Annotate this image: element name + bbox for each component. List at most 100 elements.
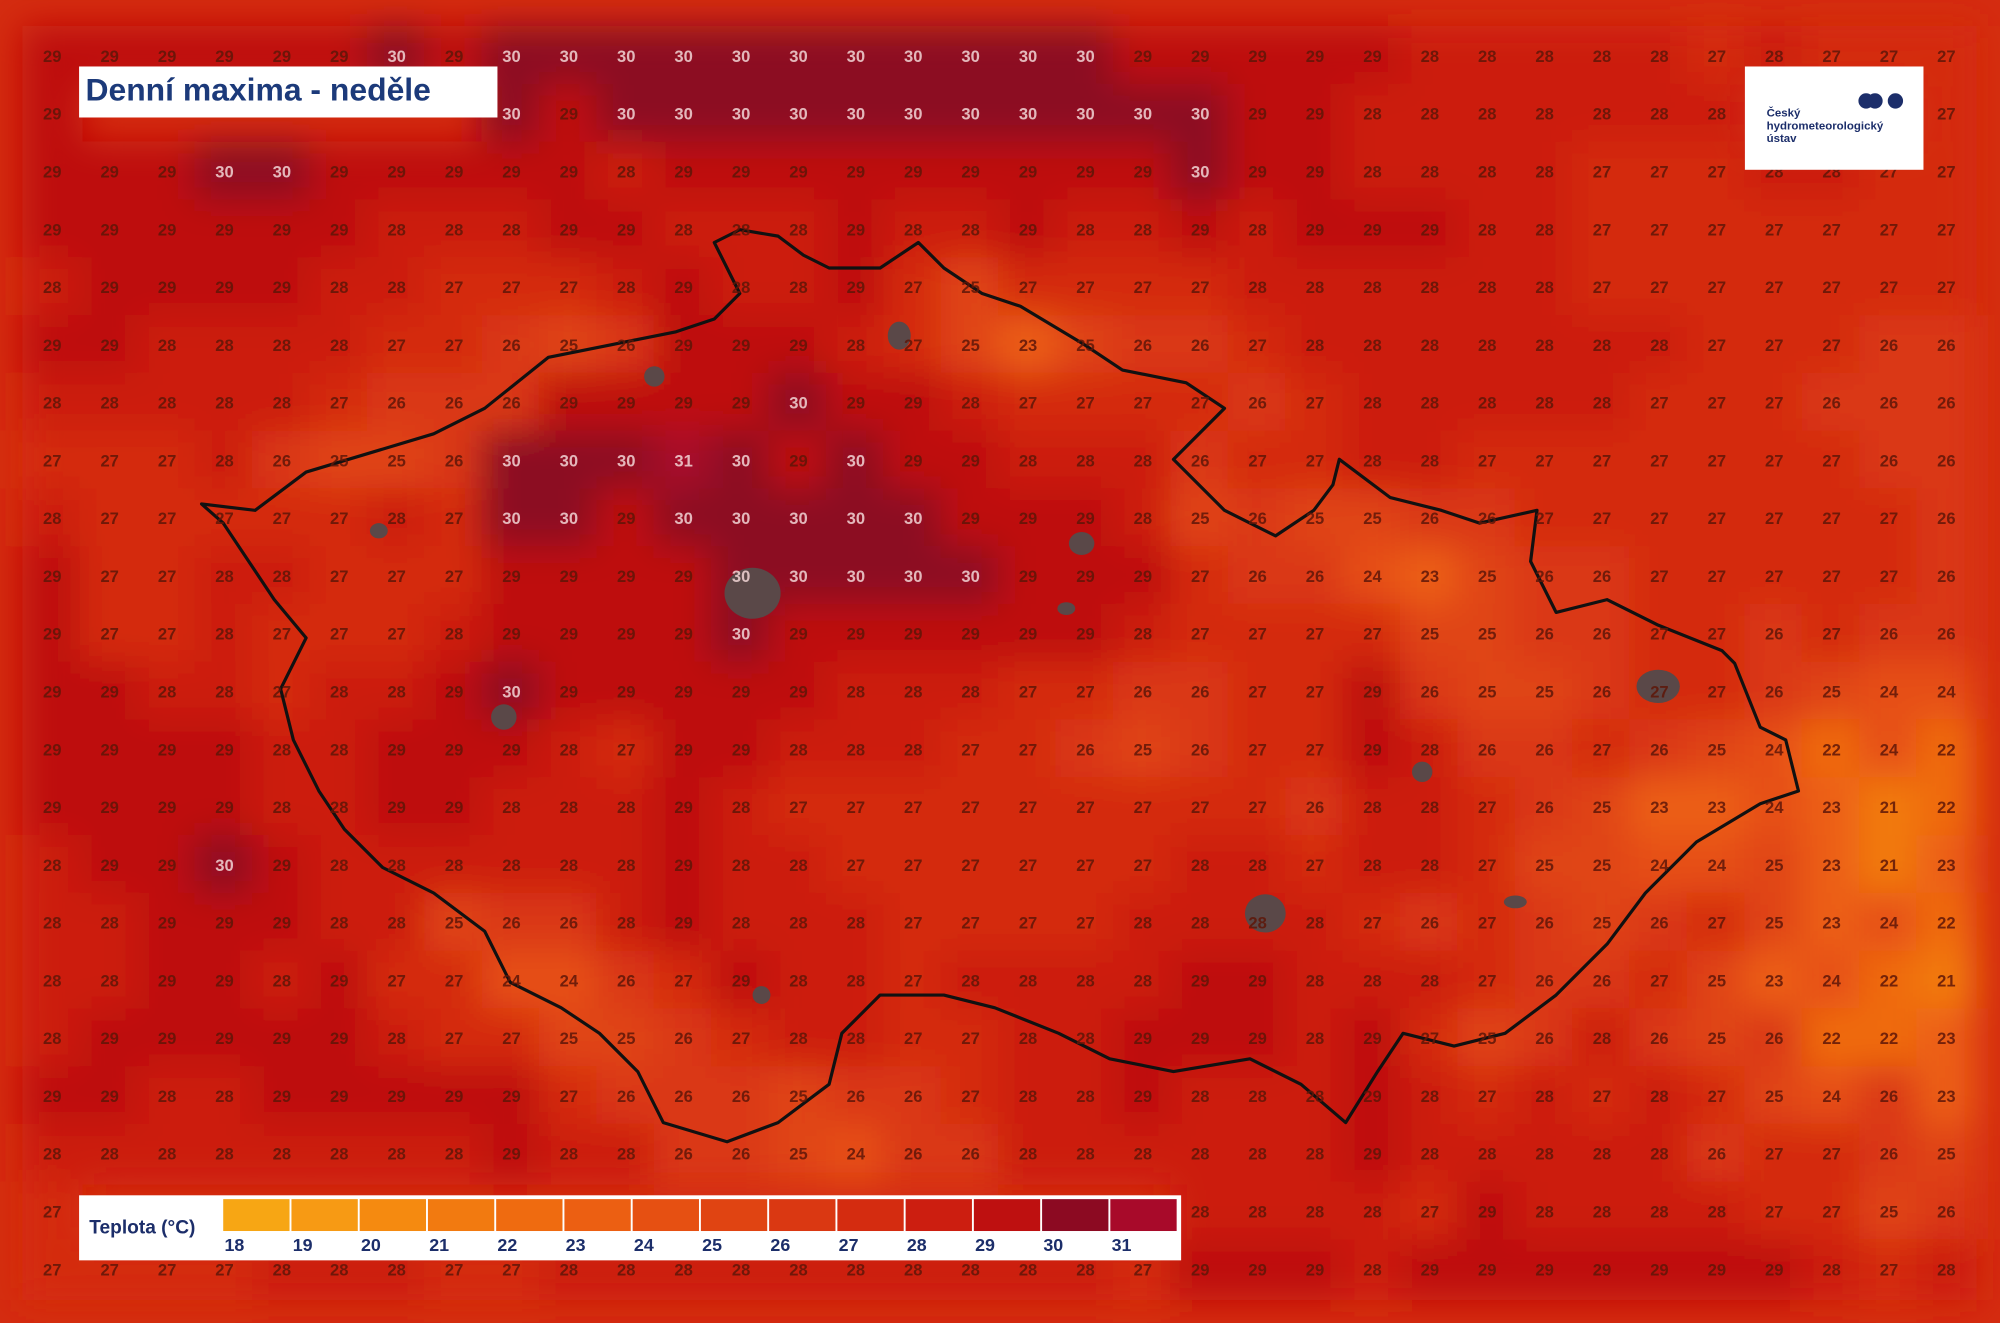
temp-value: 29: [158, 971, 176, 990]
temp-value: 28: [215, 625, 233, 644]
temp-cell: [1055, 777, 1116, 838]
temp-cell: [1629, 257, 1690, 318]
temp-value: 27: [387, 971, 405, 990]
temp-cell: [768, 777, 829, 838]
temp-value: 25: [1478, 1029, 1496, 1048]
temp-value: 27: [445, 278, 463, 297]
temp-cell: [251, 835, 312, 896]
temp-cell: [1227, 141, 1288, 202]
temp-value: 27: [1593, 278, 1611, 297]
temp-value: 28: [732, 798, 750, 817]
temp-value: 27: [1076, 914, 1094, 933]
temp-value: 29: [330, 1029, 348, 1048]
temp-cell: [538, 719, 599, 780]
temp-cell: [481, 315, 542, 376]
temp-value: 29: [961, 509, 979, 528]
temp-value: 29: [1306, 162, 1324, 181]
temp-value: 29: [789, 625, 807, 644]
temp-value: 29: [273, 278, 291, 297]
legend-swatch: [564, 1199, 631, 1232]
heat-field: [22, 26, 1977, 1300]
temp-cell: [538, 141, 599, 202]
temp-value: 28: [158, 336, 176, 355]
temp-cell: [1514, 1066, 1575, 1127]
legend-tick-label: 23: [566, 1235, 586, 1255]
temp-value: 28: [904, 1260, 922, 1279]
temp-value: 29: [789, 336, 807, 355]
temp-value: 27: [1880, 509, 1898, 528]
temp-value: 28: [1248, 1087, 1266, 1106]
temp-value: 29: [1076, 567, 1094, 586]
temp-value: 30: [904, 47, 922, 66]
temp-value: 30: [617, 105, 635, 124]
temp-value: 28: [1248, 856, 1266, 875]
temp-value: 27: [387, 336, 405, 355]
temp-value: 28: [330, 1260, 348, 1279]
temp-cell: [1112, 835, 1173, 896]
temp-cell: [538, 546, 599, 607]
temp-cell: [1744, 488, 1805, 549]
temp-value: 27: [1708, 220, 1726, 239]
temp-value: 26: [1937, 625, 1955, 644]
temp-cell: [1916, 835, 1977, 896]
temp-cell: [768, 257, 829, 318]
temp-value: 30: [674, 509, 692, 528]
temp-cell: [1055, 83, 1116, 145]
temp-value: 26: [445, 451, 463, 470]
temp-value: 29: [560, 220, 578, 239]
temp-cell: [998, 1123, 1059, 1185]
temp-cell: [137, 546, 198, 607]
temp-value: 29: [215, 914, 233, 933]
temp-cell: [1227, 546, 1288, 607]
temp-cell: [1285, 546, 1346, 607]
temp-value: 29: [387, 740, 405, 759]
temp-cell: [1514, 546, 1575, 607]
temp-cell: [998, 1008, 1059, 1069]
temp-value: 29: [1134, 1029, 1152, 1048]
temp-value: 28: [1478, 394, 1496, 413]
temp-cell: [653, 719, 714, 780]
temp-cell: [1859, 1181, 1920, 1243]
temp-cell: [1801, 1239, 1862, 1300]
temp-value: 26: [1248, 567, 1266, 586]
temp-cell: [1285, 372, 1346, 434]
temp-value: 29: [1248, 971, 1266, 990]
temp-value: 29: [100, 336, 118, 355]
temp-cell: [137, 257, 198, 318]
temp-value: 27: [43, 1260, 61, 1279]
temp-cell: [79, 777, 140, 838]
temp-cell: [22, 546, 83, 607]
temp-cell: [1801, 661, 1862, 723]
temp-value: 27: [1822, 567, 1840, 586]
temp-value: 27: [1822, 278, 1840, 297]
temp-cell: [1686, 199, 1747, 260]
temp-cell: [1572, 1239, 1633, 1300]
temp-cell: [1916, 26, 1977, 87]
temp-cell: [596, 950, 657, 1011]
temp-value: 29: [445, 162, 463, 181]
temp-value: 27: [789, 798, 807, 817]
temp-cell: [1572, 777, 1633, 838]
temp-cell: [1170, 257, 1231, 318]
temp-value: 28: [789, 914, 807, 933]
temp-value: 27: [330, 394, 348, 413]
temp-value: 27: [1478, 856, 1496, 875]
legend-swatch: [769, 1199, 836, 1232]
temp-cell: [194, 661, 255, 723]
temp-value: 25: [1478, 683, 1496, 702]
temp-value: 26: [1421, 683, 1439, 702]
temp-cell: [1457, 661, 1518, 723]
temp-value: 28: [1363, 394, 1381, 413]
temp-cell: [1801, 1008, 1862, 1069]
legend-tick-label: 25: [702, 1235, 722, 1255]
temp-cell: [711, 372, 772, 434]
temp-cell: [883, 141, 944, 202]
temp-cell: [711, 1123, 772, 1185]
temp-cell: [251, 892, 312, 954]
temp-value: 26: [1937, 1203, 1955, 1222]
temp-value: 24: [1937, 683, 1956, 702]
temp-cell: [883, 950, 944, 1011]
temp-cell: [1686, 315, 1747, 376]
temp-value: 25: [1421, 625, 1439, 644]
temp-cell: [998, 83, 1059, 145]
